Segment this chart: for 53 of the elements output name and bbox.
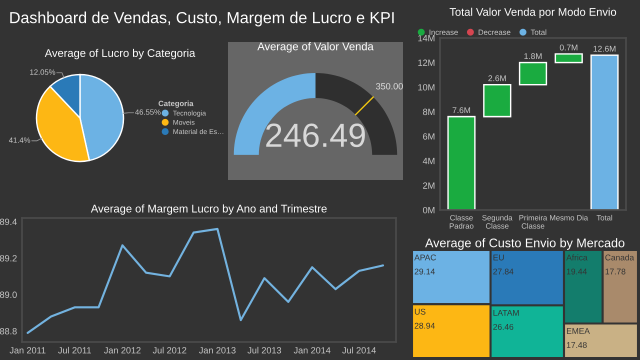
line-series — [26, 228, 384, 334]
data-label: 0.7M — [560, 44, 578, 50]
category-label: APAC — [414, 254, 436, 260]
category-label: EMEA — [566, 328, 590, 334]
bar — [518, 62, 548, 86]
y-tick-label: 89.4 — [0, 218, 17, 226]
y-tick-label: 14M — [418, 35, 434, 42]
data-label: 12.6M — [594, 46, 616, 52]
chart-title: Average of Margem Lucro by Ano and Trimestre — [90, 204, 327, 215]
y-tick-label: 4M — [422, 158, 434, 164]
data-label: 1.8M — [524, 53, 542, 60]
x-tick-label: Jan 2013 — [199, 347, 236, 354]
y-tick-label: 89.2 — [0, 255, 17, 262]
bar — [447, 116, 476, 210]
category-label: EU — [494, 254, 504, 260]
bar — [554, 53, 583, 64]
bar — [590, 54, 619, 210]
data-label: 26.46 — [493, 324, 514, 330]
x-tick-label: Jan 2012 — [104, 347, 141, 354]
category-label: LATAM — [494, 310, 519, 316]
data-label: 28.94 — [414, 322, 435, 329]
y-tick-label: 6M — [423, 133, 434, 140]
text: Average of Custo Envio by Mercado — [425, 238, 624, 250]
category-label: US — [414, 308, 426, 315]
bar — [483, 84, 512, 118]
x-tick-label: Jul 2013 — [247, 346, 282, 354]
category-label: Canada — [605, 254, 634, 260]
text: 350.00 — [376, 83, 403, 90]
text: Dashboard de Vendas, Custo, Margem de Lucro e KPI — [10, 12, 394, 26]
x-tick-label: Jan 2011 — [10, 347, 46, 354]
y-tick-label: 88.8 — [0, 328, 17, 334]
y-tick-label: 89.0 — [0, 292, 17, 298]
chart-title: Average of Lucro by Categoria — [44, 48, 196, 60]
data-label: 17.78 — [606, 268, 626, 274]
y-tick-label: 10M — [418, 84, 434, 91]
chart-title: Total Valor Venda por Modo Envio — [450, 8, 616, 18]
y-tick-label: 12M — [418, 60, 434, 66]
y-tick-label: 2M — [423, 182, 434, 189]
y-tick-label: 8M — [422, 108, 434, 116]
x-tick-label: Jan 2014 — [294, 347, 330, 354]
data-label: 19.44 — [566, 268, 587, 274]
data-label: 7.6M — [452, 107, 470, 114]
data-label: 29.14 — [414, 268, 435, 274]
x-tick-label: Jul 2012 — [152, 346, 186, 354]
data-label: 27.84 — [493, 268, 514, 274]
y-tick-label: 0M — [422, 206, 434, 214]
data-label: 2.6M — [488, 75, 506, 82]
text: 246.49 — [266, 124, 365, 148]
x-tick-label: Jul 2011 — [58, 346, 91, 354]
data-label: 17.48 — [566, 342, 587, 348]
chart-title: Average of Valor Venda — [257, 42, 374, 53]
x-tick-label: Jul 2014 — [342, 346, 376, 354]
category-label: Africa — [566, 254, 588, 260]
